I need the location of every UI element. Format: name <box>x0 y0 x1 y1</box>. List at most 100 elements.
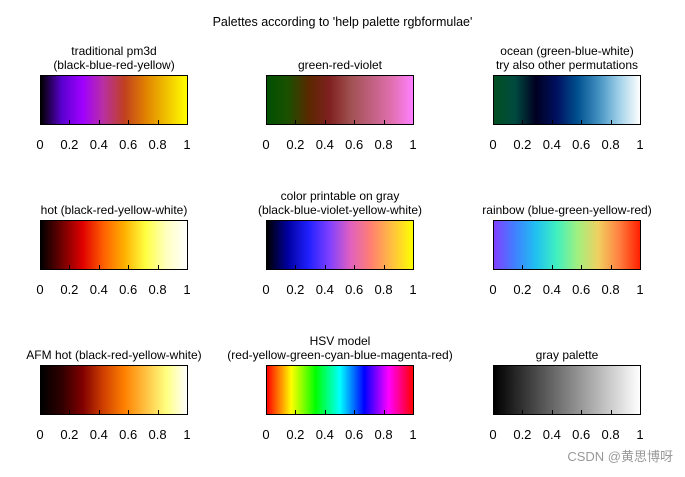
axis-tick <box>295 265 297 270</box>
tick-label: 0.6 <box>572 137 591 152</box>
tick-label: 0.4 <box>315 137 334 152</box>
axis-tick <box>266 120 267 125</box>
tick-label: 0.2 <box>513 427 532 442</box>
tick-label: 0.8 <box>601 282 620 297</box>
axis-tick <box>295 120 297 125</box>
axis-tick <box>295 410 297 415</box>
tick-label: 1 <box>409 282 417 297</box>
tick-label: 0.2 <box>60 137 79 152</box>
main-title: Palettes according to 'help palette rgbf… <box>212 15 473 29</box>
tick-label: 0.6 <box>572 282 591 297</box>
tick-label: 0 <box>262 282 270 297</box>
axis-tick <box>324 265 326 270</box>
axis-tick <box>128 265 130 270</box>
palette-title: try also other permutations <box>495 58 639 72</box>
axis-tick <box>324 410 326 415</box>
palette-colorbar <box>493 75 641 125</box>
palette-title: traditional pm3d <box>71 44 157 58</box>
axis-tick <box>187 120 188 125</box>
palette-colorbar <box>266 365 414 415</box>
tick-label: 0.8 <box>374 427 393 442</box>
axis-tick <box>493 265 494 270</box>
axis-tick <box>128 120 130 125</box>
axis-tick <box>383 410 385 415</box>
axis-tick <box>610 410 612 415</box>
axis-tick <box>640 265 641 270</box>
axis-tick <box>581 265 583 270</box>
axis-tick <box>69 410 71 415</box>
palette-title: HSV model <box>309 334 371 348</box>
axis-tick <box>413 120 414 125</box>
tick-label: 0.8 <box>374 282 393 297</box>
palette-colorbar <box>40 365 188 415</box>
axis-tick <box>40 120 41 125</box>
tick-label: 1 <box>636 137 644 152</box>
tick-label: 0.2 <box>60 282 79 297</box>
tick-label: 1 <box>636 282 644 297</box>
axis-tick <box>522 120 524 125</box>
axis-tick <box>610 120 612 125</box>
tick-label: 0 <box>489 137 497 152</box>
palette-colorbar <box>40 220 188 270</box>
axis-tick <box>610 265 612 270</box>
watermark: CSDN @黄思博呀 <box>567 449 673 464</box>
tick-label: 0.6 <box>345 137 364 152</box>
axis-tick <box>157 265 159 270</box>
tick-label: 1 <box>183 137 191 152</box>
axis-tick <box>98 120 100 125</box>
tick-label: 0 <box>36 282 44 297</box>
tick-label: 1 <box>409 427 417 442</box>
axis-tick <box>522 410 524 415</box>
tick-label: 0.2 <box>286 427 305 442</box>
tick-label: 0 <box>36 427 44 442</box>
axis-tick <box>413 265 414 270</box>
tick-label: 0.8 <box>601 427 620 442</box>
tick-label: 1 <box>183 282 191 297</box>
tick-label: 0.4 <box>315 427 334 442</box>
axis-tick <box>157 410 159 415</box>
tick-label: 0.6 <box>345 427 364 442</box>
palette-title: gray palette <box>535 348 599 362</box>
tick-label: 0.4 <box>89 282 108 297</box>
axis-tick <box>493 120 494 125</box>
axis-tick <box>383 265 385 270</box>
axis-tick <box>413 410 414 415</box>
tick-label: 0.6 <box>345 282 364 297</box>
tick-label: 0.4 <box>89 137 108 152</box>
tick-label: 0.4 <box>542 137 561 152</box>
tick-label: 0.4 <box>542 282 561 297</box>
axis-tick <box>581 120 583 125</box>
axis-tick <box>551 410 553 415</box>
axis-tick <box>522 265 524 270</box>
palette-title: ocean (green-blue-white) <box>500 44 634 58</box>
axis-tick <box>640 120 641 125</box>
tick-label: 0 <box>489 427 497 442</box>
axis-tick <box>324 120 326 125</box>
tick-label: 0.6 <box>119 137 138 152</box>
axis-tick <box>40 410 41 415</box>
axis-tick <box>98 265 100 270</box>
tick-label: 0.6 <box>119 427 138 442</box>
axis-tick <box>551 265 553 270</box>
axis-tick <box>354 410 356 415</box>
axis-tick <box>581 410 583 415</box>
palette-title: rainbow (blue-green-yellow-red) <box>482 203 652 217</box>
palette-colorbar <box>266 75 414 125</box>
tick-label: 0 <box>262 137 270 152</box>
axis-tick <box>157 120 159 125</box>
axis-tick <box>640 410 641 415</box>
tick-label: 0.2 <box>286 137 305 152</box>
axis-tick <box>354 120 356 125</box>
axis-tick <box>493 410 494 415</box>
tick-label: 1 <box>636 427 644 442</box>
tick-label: 0.6 <box>572 427 591 442</box>
axis-tick <box>40 265 41 270</box>
tick-label: 0.4 <box>315 282 334 297</box>
tick-label: 0.8 <box>148 427 167 442</box>
tick-label: 0.2 <box>286 282 305 297</box>
tick-label: 0.4 <box>89 427 108 442</box>
axis-tick <box>69 265 71 270</box>
palette-title: hot (black-red-yellow-white) <box>40 203 188 217</box>
palette-title: (black-blue-violet-yellow-white) <box>257 203 423 217</box>
tick-label: 1 <box>409 137 417 152</box>
